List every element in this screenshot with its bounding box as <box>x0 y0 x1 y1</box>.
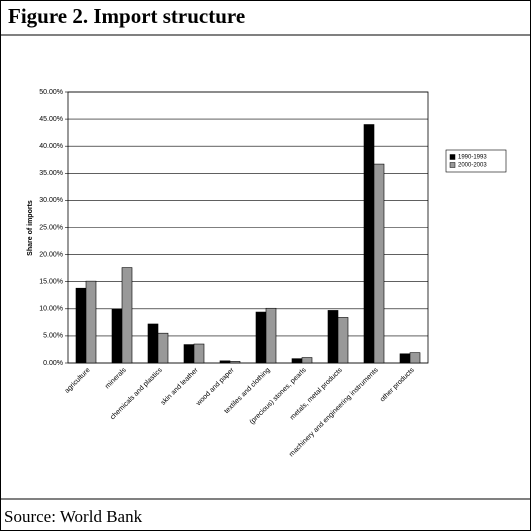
y-tick-label: 0.00% <box>43 360 63 367</box>
bar <box>337 317 349 364</box>
bar <box>85 280 97 364</box>
legend-label: 2000-2003 <box>458 163 487 169</box>
y-tick-label: 50.00% <box>39 89 63 96</box>
y-tick-label: 35.00% <box>39 170 63 177</box>
bar <box>111 308 123 364</box>
bar <box>219 360 231 364</box>
bar <box>291 358 303 364</box>
y-tick-label: 25.00% <box>39 224 63 231</box>
y-tick-label: 40.00% <box>39 143 63 150</box>
bar <box>301 357 313 364</box>
y-tick-label: 5.00% <box>43 333 63 340</box>
y-tick-label: 15.00% <box>39 279 63 286</box>
bar <box>193 343 205 364</box>
bar <box>255 311 267 364</box>
bar <box>409 352 421 364</box>
bar <box>183 344 195 364</box>
bar <box>157 332 169 364</box>
y-tick-label: 30.00% <box>39 197 63 204</box>
bar <box>147 323 159 364</box>
bar <box>373 163 385 364</box>
figure-title: Figure 2. Import structure <box>8 4 245 28</box>
bar <box>229 361 241 364</box>
y-tick-label: 20.00% <box>39 251 63 258</box>
y-tick-label: 45.00% <box>39 116 63 123</box>
legend-box <box>445 149 507 173</box>
legend-swatch <box>449 154 456 160</box>
bar <box>265 307 277 364</box>
y-tick-label: 10.00% <box>39 306 63 313</box>
bar <box>75 287 87 364</box>
bar <box>327 310 339 364</box>
bar <box>399 353 411 364</box>
source: Source: World Bank <box>4 507 143 526</box>
legend-swatch <box>449 162 456 168</box>
bar <box>363 124 375 364</box>
legend-label: 1990-1993 <box>458 155 487 161</box>
y-axis-label: Share of imports <box>27 200 34 256</box>
bar <box>121 267 133 364</box>
